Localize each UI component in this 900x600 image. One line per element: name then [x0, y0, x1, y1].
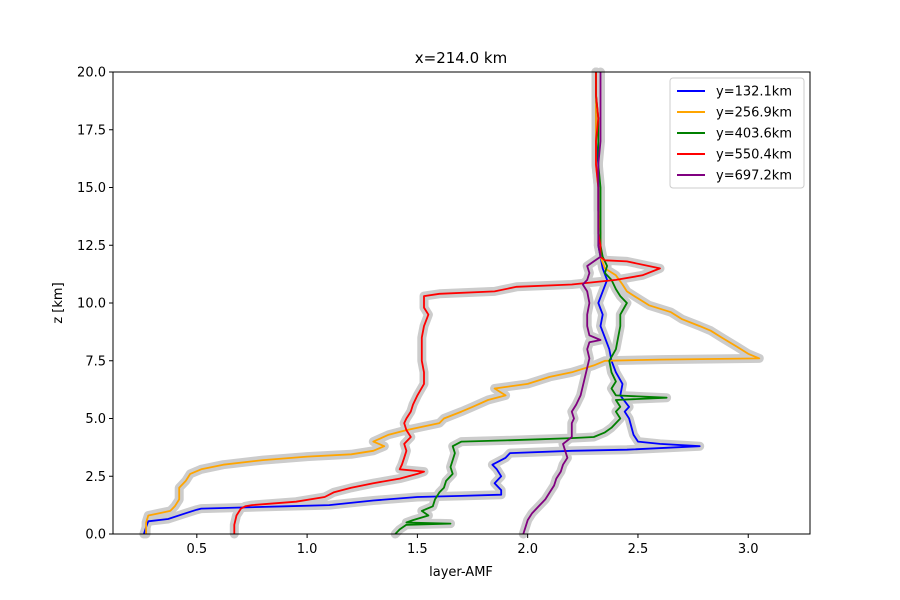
y-axis-label: z [km] — [51, 282, 66, 323]
y-tick-label: 10.0 — [77, 297, 106, 312]
x-tick-label: 0.5 — [186, 542, 207, 557]
y-tick-label: 15.0 — [77, 181, 106, 196]
series-line-2 — [145, 72, 761, 534]
series-lines — [143, 72, 761, 535]
x-tick-label: 1.5 — [407, 542, 428, 557]
x-tick-label: 2.5 — [628, 542, 649, 557]
legend-label-5: y=697.2km — [716, 169, 792, 184]
x-tick-label: 1.0 — [297, 542, 318, 557]
series-line-5 — [522, 72, 602, 535]
y-tick-label: 20.0 — [77, 66, 106, 81]
x-tick-label: 2.0 — [517, 542, 538, 557]
x-tick-label: 3.0 — [738, 542, 759, 557]
y-tick-label: 5.0 — [85, 412, 106, 427]
y-tick-label: 12.5 — [77, 239, 106, 254]
x-axis-ticks: 0.5 1.0 1.5 2.0 2.5 3.0 — [186, 534, 759, 557]
chart-title: x=214.0 km — [415, 49, 507, 67]
legend: y=132.1km y=256.9km y=403.6km y=550.4km y=69… — [669, 77, 805, 189]
x-axis-label: layer-AMF — [429, 565, 493, 580]
y-tick-label: 7.5 — [85, 354, 106, 369]
y-tick-label: 2.5 — [85, 470, 106, 485]
legend-label-3: y=403.6km — [716, 127, 792, 142]
legend-label-4: y=550.4km — [716, 148, 792, 163]
y-tick-label: 0.0 — [85, 528, 106, 543]
y-axis-ticks: 0.0 2.5 5.0 7.5 10.0 12.5 15.0 17.5 20.0 — [77, 66, 113, 543]
y-tick-label: 17.5 — [77, 123, 106, 138]
legend-box — [669, 77, 805, 189]
legend-label-2: y=256.9km — [716, 106, 792, 121]
legend-label-1: y=132.1km — [716, 85, 792, 100]
